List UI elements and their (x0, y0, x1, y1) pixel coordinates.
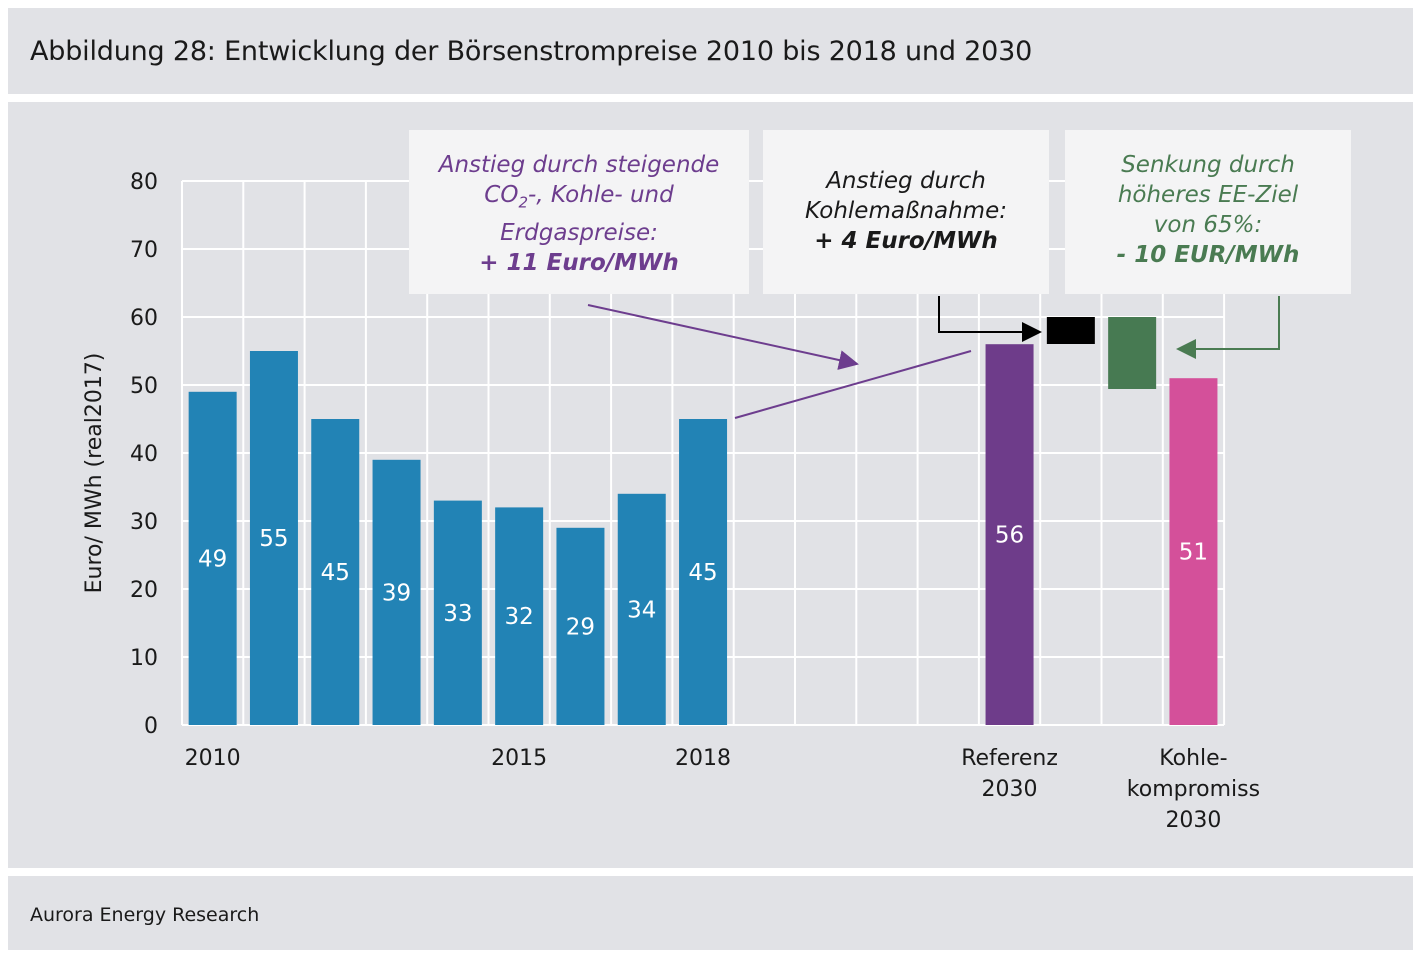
bar-value-label: 33 (443, 601, 472, 627)
bar-2013 (372, 459, 421, 725)
bar-2011 (249, 351, 298, 725)
bar-value-label: 55 (259, 526, 288, 552)
figure-title: Abbildung 28: Entwicklung der Börsenstro… (30, 36, 1033, 67)
x-category-label: 2030 (1165, 808, 1221, 833)
bar-projection-2 (1169, 378, 1218, 725)
bar-value-label: 45 (688, 560, 717, 586)
bar-2018 (679, 419, 728, 725)
callout-mid-line2: Kohlemaßnahme: (805, 198, 1007, 224)
bar-2016 (556, 527, 605, 725)
bar-2015 (495, 507, 544, 725)
y-tick-label: 0 (144, 714, 158, 739)
x-category-label: Referenz (961, 746, 1058, 771)
x-tick-label: 2010 (185, 746, 241, 771)
x-tick-label: 2015 (491, 746, 547, 771)
callout-fuel-prices: Anstieg durch steigende CO2-, Kohle- und… (409, 130, 749, 294)
step-block-2 (1108, 317, 1157, 389)
callout-left-value: + 11 Euro/MWh (479, 249, 679, 276)
callout-ee-target: Senkung durch höheres EE-Ziel von 65%: -… (1065, 130, 1351, 294)
bar-2010 (188, 391, 237, 725)
x-category-label: 2030 (982, 777, 1038, 802)
y-axis-label: Euro/ MWh (real2017) (82, 353, 107, 594)
bar-value-label: 56 (995, 523, 1024, 549)
arrow-ee-target (1176, 296, 1280, 359)
callout-left-line3: Erdgaspreise: (500, 219, 658, 246)
bar-2017 (617, 493, 666, 725)
source-note: Aurora Energy Research (30, 904, 260, 926)
x-tick-label: 2018 (675, 746, 731, 771)
trend-line-2018-to-2030 (734, 350, 972, 419)
callout-mid-value: + 4 Euro/MWh (814, 228, 998, 254)
y-tick-label: 40 (130, 442, 158, 467)
bar-value-label: 51 (1179, 540, 1208, 566)
bar-value-label: 39 (382, 580, 411, 606)
y-tick-label: 80 (130, 170, 158, 195)
callout-coal-measure: Anstieg durch Kohlemaßnahme: + 4 Euro/MW… (763, 130, 1049, 294)
footer-panel: Aurora Energy Research (8, 876, 1413, 950)
y-tick-label: 70 (130, 238, 158, 263)
arrow-coal-measure (938, 296, 1042, 342)
step-block-1 (1046, 317, 1095, 344)
bar-value-label: 32 (505, 604, 534, 630)
callout-right-value: - 10 EUR/MWh (1116, 242, 1300, 268)
bar-value-label: 45 (321, 560, 350, 586)
x-category-label: Kohle- (1159, 746, 1227, 771)
y-tick-label: 50 (130, 374, 158, 399)
x-category-label: kompromiss (1127, 777, 1260, 802)
callout-left-line1: Anstieg durch steigende (438, 152, 720, 178)
title-panel: Abbildung 28: Entwicklung der Börsenstro… (8, 8, 1413, 94)
callout-mid-line1: Anstieg durch (826, 168, 986, 194)
bar-value-label: 29 (566, 614, 595, 640)
y-tick-label: 60 (130, 306, 158, 331)
bar-2014 (433, 500, 482, 725)
callout-left-line2: CO2-, Kohle- und (484, 182, 674, 212)
y-tick-label: 10 (130, 646, 158, 671)
callout-right-line3: von 65%: (1153, 212, 1263, 238)
bar-2012 (311, 419, 360, 725)
arrow-fuel-prices (587, 304, 859, 370)
bar-projection-1 (985, 344, 1034, 725)
y-tick-label: 30 (130, 510, 158, 535)
callout-right-line2: höheres EE-Ziel (1117, 182, 1299, 208)
bar-value-label: 34 (627, 597, 656, 623)
y-tick-label: 20 (130, 578, 158, 603)
callout-right-line1: Senkung durch (1121, 152, 1295, 178)
bar-value-label: 49 (198, 546, 227, 572)
